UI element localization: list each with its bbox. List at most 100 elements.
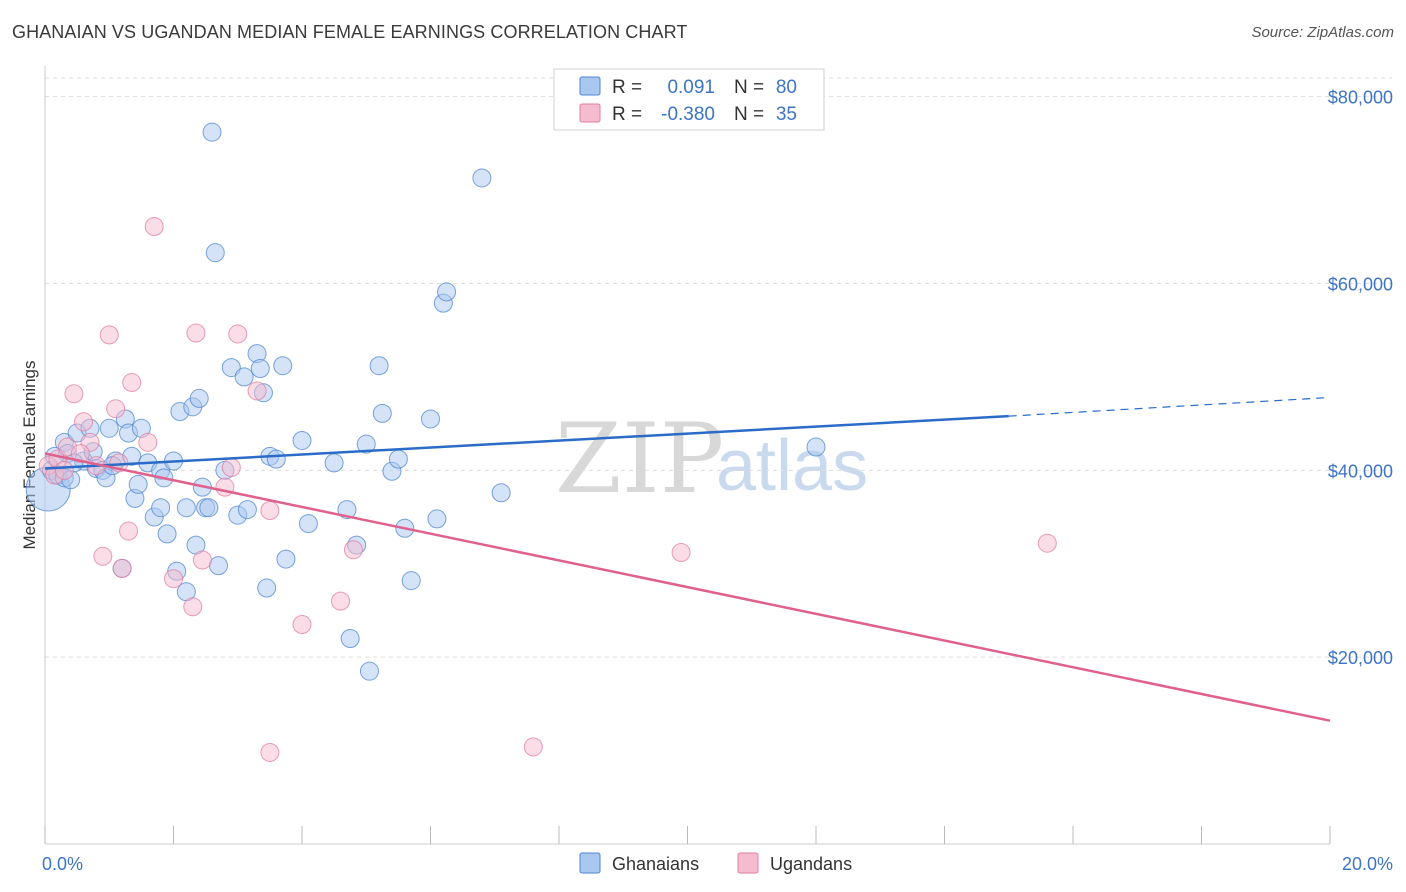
point-ghanaians-21 <box>128 474 148 494</box>
point-ugandans-33 <box>70 444 90 464</box>
point-ghanaians-54 <box>273 356 293 376</box>
correlation-legend: R = 0.091 N = 80 R = -0.380 N = 35 <box>553 68 825 131</box>
point-ghanaians-28 <box>157 524 177 544</box>
legend-ugandans-n-label: N = <box>734 104 764 125</box>
point-ugandans-30 <box>671 543 691 563</box>
point-ugandans-17 <box>183 597 203 617</box>
point-ugandans-8 <box>93 546 113 566</box>
point-ghanaians-46 <box>234 367 254 387</box>
point-ugandans-25 <box>260 742 280 762</box>
point-ugandans-11 <box>112 558 132 578</box>
point-ghanaians-67 <box>388 449 408 469</box>
legend-ghanaians-n-value: 80 <box>776 77 797 98</box>
point-ghanaians-42 <box>208 556 228 576</box>
point-ghanaians-39 <box>199 498 219 518</box>
legend-ugandans-n-value: 35 <box>776 104 797 125</box>
point-ugandans-16 <box>164 569 183 589</box>
point-ghanaians-70 <box>421 409 440 429</box>
point-ghanaians-26 <box>151 498 171 518</box>
bottom-legend-ugandans-swatch <box>737 852 759 874</box>
point-ugandans-23 <box>247 381 267 401</box>
point-ugandans-22 <box>228 324 248 344</box>
legend-ghanaians-swatch <box>579 76 601 96</box>
point-ugandans-15 <box>144 217 164 237</box>
point-ghanaians-76 <box>806 437 826 457</box>
point-ugandans-19 <box>192 550 212 570</box>
y-tick-labels: $20,000 $40,000 $60,000 $80,000 <box>1328 88 1393 668</box>
legend-ghanaians-r-value: 0.091 <box>667 77 715 98</box>
trend-lines <box>44 396 1331 722</box>
watermark-atlas: atlas <box>716 426 868 506</box>
point-ghanaians-60 <box>340 628 360 648</box>
point-ugandans-29 <box>523 737 543 757</box>
legend-ugandans-swatch <box>579 103 601 123</box>
point-ghanaians-71 <box>427 509 447 529</box>
y-tick-label-2: $60,000 <box>1328 275 1393 295</box>
point-ghanaians-32 <box>176 498 196 518</box>
point-ghanaians-51 <box>257 578 277 598</box>
point-ghanaians-59 <box>337 500 357 520</box>
legend-ghanaians-n-label: N = <box>734 77 764 98</box>
bottom-legend-ghanaians-label: Ghanaians <box>612 854 699 874</box>
point-ghanaians-49 <box>250 359 270 379</box>
y-tick-label-3: $80,000 <box>1328 88 1393 108</box>
source-label: Source: ZipAtlas.com <box>1251 24 1394 41</box>
point-ghanaians-47 <box>237 500 257 520</box>
series-ghanaians-points <box>25 122 826 681</box>
y-tick-label-0: $20,000 <box>1328 648 1393 668</box>
y-tick-label-1: $40,000 <box>1328 461 1393 481</box>
point-ghanaians-57 <box>298 514 318 534</box>
point-ugandans-12 <box>119 521 139 541</box>
legend-ghanaians-r-label: R = <box>612 77 642 98</box>
point-ghanaians-55 <box>276 549 296 569</box>
series-ugandans-points <box>38 217 1057 762</box>
trend-line-ghanaians-extension <box>1008 396 1331 417</box>
point-ghanaians-62 <box>356 434 376 454</box>
point-ugandans-14 <box>138 432 158 452</box>
point-ghanaians-58 <box>324 453 344 473</box>
point-ghanaians-40 <box>202 122 222 142</box>
point-ghanaians-73 <box>437 282 457 302</box>
point-ghanaians-63 <box>359 661 379 681</box>
series-legend: Ghanaians Ugandans <box>579 852 852 874</box>
point-ghanaians-53 <box>266 449 286 469</box>
watermark-zip: ZIP <box>555 403 724 515</box>
point-ghanaians-41 <box>205 243 225 263</box>
point-ghanaians-65 <box>372 403 392 423</box>
point-ugandans-13 <box>122 373 142 393</box>
point-ugandans-9 <box>99 325 119 345</box>
point-ghanaians-36 <box>189 388 209 408</box>
point-ugandans-26 <box>292 614 312 634</box>
trend-line-ugandans <box>44 452 1331 722</box>
point-ghanaians-44 <box>221 358 241 378</box>
trend-line-ghanaians <box>44 414 1009 470</box>
point-ugandans-3 <box>54 460 74 480</box>
point-ghanaians-56 <box>292 430 312 450</box>
point-ghanaians-64 <box>369 356 389 376</box>
y-axis-title: Median Female Earnings <box>20 361 39 550</box>
x-tick-label-min: 0.0% <box>42 854 83 874</box>
point-ugandans-31 <box>1037 533 1057 553</box>
point-ugandans-21 <box>221 458 241 478</box>
point-ugandans-4 <box>64 384 84 404</box>
point-ugandans-27 <box>331 591 351 611</box>
point-ugandans-24 <box>260 501 280 521</box>
x-tick-labels: 0.0% 20.0% <box>42 854 1393 874</box>
point-ghanaians-75 <box>491 483 511 503</box>
point-ugandans-10 <box>106 399 126 419</box>
point-ghanaians-74 <box>472 168 492 188</box>
point-ugandans-18 <box>186 323 206 343</box>
point-ghanaians-69 <box>401 571 421 591</box>
point-ugandans-5 <box>74 412 94 432</box>
legend-ugandans-r-label: R = <box>612 104 642 125</box>
legend-ugandans-r-value: -0.380 <box>661 104 715 125</box>
grid-lines <box>45 77 1392 658</box>
axes <box>44 66 1331 845</box>
x-tick-label-max: 20.0% <box>1342 854 1393 874</box>
chart-title: GHANAIAN VS UGANDAN MEDIAN FEMALE EARNIN… <box>12 22 688 42</box>
bottom-legend-ugandans-label: Ugandans <box>770 854 852 874</box>
point-ghanaians-14 <box>99 418 119 438</box>
point-ugandans-28 <box>343 540 363 560</box>
bottom-legend-ghanaians-swatch <box>579 852 601 874</box>
